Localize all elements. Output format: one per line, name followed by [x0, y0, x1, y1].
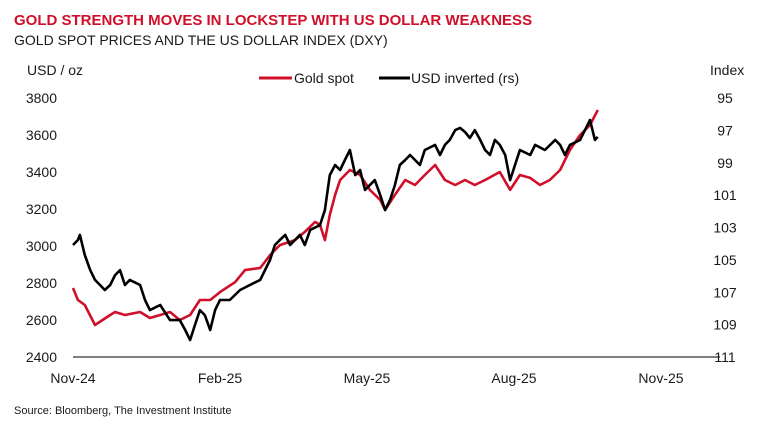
y-tick-right: 109 — [713, 317, 737, 333]
y-tick-right: 103 — [713, 220, 737, 236]
y-axis-label-right: Index — [710, 62, 744, 78]
y-tick-right: 111 — [714, 349, 735, 365]
legend-label-usd: USD inverted (rs) — [411, 70, 519, 86]
y-tick-right: 95 — [717, 90, 733, 106]
y-tick-left: 3400 — [26, 164, 57, 180]
gold-spot-line — [71, 109, 599, 327]
legend-label-gold: Gold spot — [294, 70, 354, 86]
y-tick-right: 99 — [717, 155, 733, 171]
y-tick-right: 107 — [713, 284, 737, 300]
x-tick: Aug-25 — [491, 370, 536, 386]
y-tick-right: 105 — [713, 252, 737, 268]
chart-title: GOLD STRENGTH MOVES IN LOCKSTEP WITH US … — [14, 12, 532, 29]
y-tick-right: 101 — [713, 187, 737, 203]
usd-inverted-line — [72, 118, 599, 342]
y-tick-right: 97 — [717, 122, 733, 138]
y-tick-left: 2800 — [26, 275, 57, 291]
y-axis-label-left: USD / oz — [27, 62, 83, 78]
x-tick: Nov-25 — [638, 370, 683, 386]
legend: Gold spot USD inverted (rs) — [259, 70, 519, 86]
x-tick: Nov-24 — [50, 370, 95, 386]
y-tick-left: 3600 — [26, 127, 57, 143]
chart-subtitle: GOLD SPOT PRICES AND THE US DOLLAR INDEX… — [14, 32, 388, 48]
x-tick: Feb-25 — [198, 370, 243, 386]
y-tick-left: 3000 — [26, 238, 57, 254]
y-tick-left: 3800 — [26, 90, 57, 106]
x-tick: May-25 — [344, 370, 391, 386]
y-tick-left: 3200 — [26, 201, 57, 217]
y-tick-left: 2600 — [26, 312, 57, 328]
source-note: Source: Bloomberg, The Investment Instit… — [14, 405, 231, 417]
y-tick-left: 2400 — [26, 349, 57, 365]
